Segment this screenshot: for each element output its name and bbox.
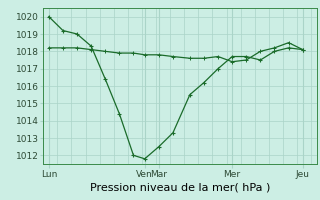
X-axis label: Pression niveau de la mer( hPa ): Pression niveau de la mer( hPa ) (90, 183, 270, 193)
